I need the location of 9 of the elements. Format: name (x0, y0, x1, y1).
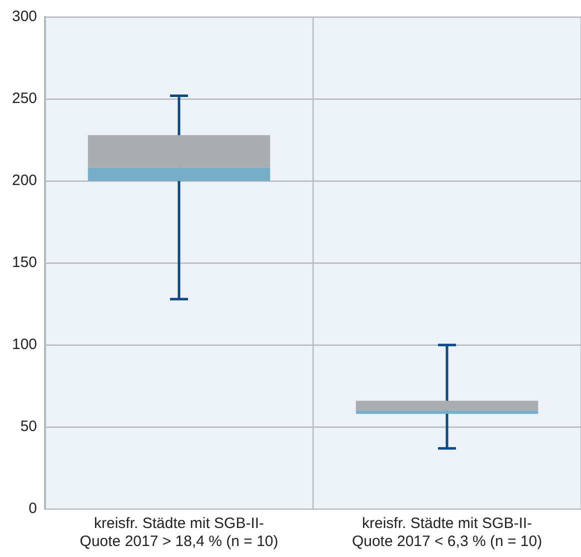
y-tick-label: 100 (12, 336, 38, 354)
y-tick-label: 50 (20, 418, 38, 436)
y-tick-label: 200 (12, 172, 38, 190)
y-tick-label: 0 (28, 500, 38, 518)
y-tick-label: 250 (12, 90, 38, 108)
x-tick-label: kreisfr. Städte mit SGB-II-Quote 2017 < 6,3 % (n = 10) (352, 515, 542, 550)
x-tick-label: kreisfr. Städte mit SGB-II-Quote 2017 > 18,4 % (n = 10) (80, 515, 278, 550)
y-tick-label: 300 (12, 8, 38, 26)
y-tick-label: 150 (12, 254, 38, 272)
